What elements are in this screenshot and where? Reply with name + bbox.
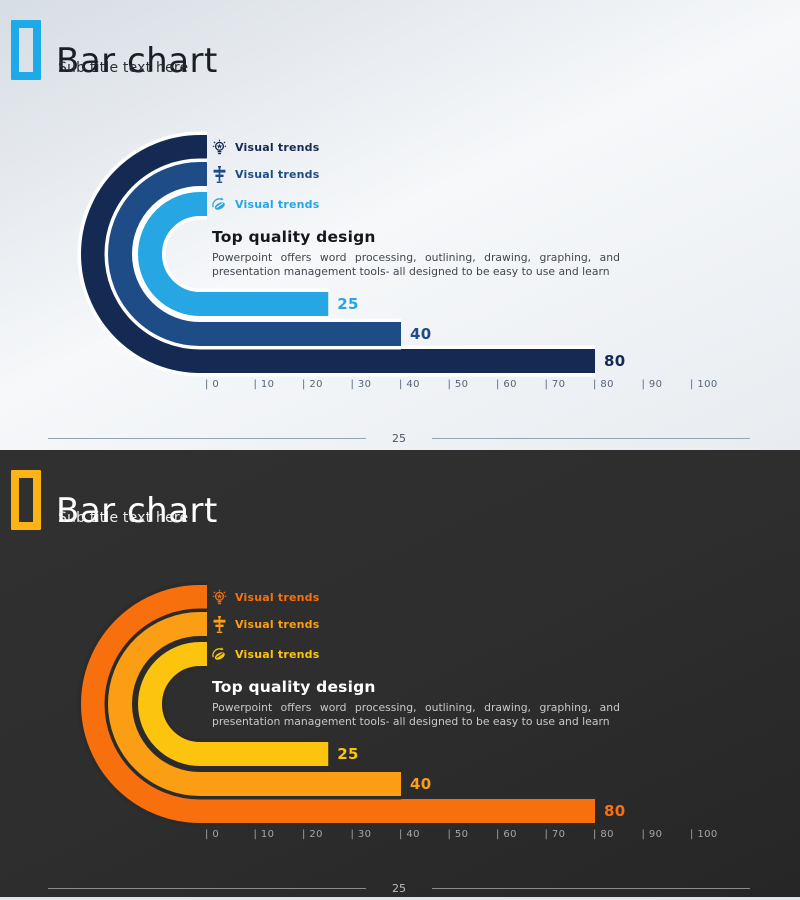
page-number: 25 bbox=[392, 431, 406, 445]
logo-mark bbox=[11, 20, 41, 80]
axis-tick: | 70 bbox=[544, 379, 566, 390]
legend-label: Visual trends bbox=[235, 140, 320, 154]
axis-tick: | 100 bbox=[690, 379, 718, 390]
axis-tick: | 90 bbox=[641, 829, 663, 840]
axis-tick: | 50 bbox=[447, 829, 469, 840]
next-slide-edge bbox=[0, 897, 800, 900]
curved-bar-chart bbox=[77, 581, 595, 827]
handshake-icon bbox=[212, 196, 225, 210]
content-heading: Top quality design bbox=[212, 228, 376, 246]
signpost-icon bbox=[213, 165, 226, 183]
text-block: Top quality design Powerpoint offers wor… bbox=[212, 678, 620, 728]
legend-label: Visual trends bbox=[235, 197, 320, 211]
bar-value-label: 40 bbox=[410, 325, 432, 343]
slide-footer: 25 bbox=[48, 431, 750, 445]
series-ring-bar bbox=[80, 135, 595, 373]
content-body: Powerpoint offers word processing, outli… bbox=[212, 701, 620, 728]
axis-tick: | 30 bbox=[350, 379, 372, 390]
series-ring-bar bbox=[107, 162, 401, 346]
slide-title: Bar chart bbox=[56, 40, 218, 81]
slide-dark: Bar chart Sub title text here Visual tre… bbox=[0, 450, 800, 900]
axis-tick: | 20 bbox=[302, 829, 323, 840]
bar-value-label: 80 bbox=[604, 352, 626, 370]
legend-label: Visual trends bbox=[235, 647, 320, 661]
page-number: 25 bbox=[392, 881, 406, 895]
legend-item: Visual trends bbox=[211, 138, 320, 156]
bar-value-label: 25 bbox=[337, 745, 359, 763]
content-heading: Top quality design bbox=[212, 678, 376, 696]
handshake-icon bbox=[212, 646, 225, 660]
legend-label: Visual trends bbox=[235, 590, 320, 604]
axis-tick: | 10 bbox=[253, 379, 275, 390]
bar-value-label: 80 bbox=[604, 802, 626, 820]
axis-tick: | 0 bbox=[205, 379, 220, 390]
slide-subtitle: Sub title text here bbox=[58, 510, 189, 526]
axis-tick: | 50 bbox=[447, 379, 469, 390]
series-ring-bar bbox=[107, 612, 401, 796]
axis-tick: | 10 bbox=[253, 829, 275, 840]
legend-item: Visual trends bbox=[211, 615, 320, 633]
series-ring-bar bbox=[137, 192, 329, 316]
axis-tick: | 30 bbox=[350, 829, 372, 840]
legend-item: Visual trends bbox=[211, 588, 320, 606]
legend-item: Visual trends bbox=[211, 165, 320, 183]
footer-line-left bbox=[48, 437, 366, 439]
logo-mark bbox=[11, 470, 41, 530]
axis-tick: | 90 bbox=[641, 379, 663, 390]
legend-label: Visual trends bbox=[235, 167, 320, 181]
series-ring-bar bbox=[137, 642, 329, 766]
signpost-icon bbox=[213, 615, 226, 633]
axis-tick: | 70 bbox=[544, 829, 566, 840]
axis-tick: | 100 bbox=[690, 829, 718, 840]
axis-tick: | 60 bbox=[496, 829, 517, 840]
footer-line-left bbox=[48, 887, 366, 889]
bar-value-label: 40 bbox=[410, 775, 432, 793]
axis-tick: | 40 bbox=[399, 829, 420, 840]
slide-light: Bar chart Sub title text here Visual tre… bbox=[0, 0, 800, 450]
axis-tick: | 80 bbox=[593, 829, 614, 840]
legend-label: Visual trends bbox=[235, 617, 320, 631]
footer-line-right bbox=[432, 437, 750, 439]
series-ring-bar bbox=[80, 585, 595, 823]
slide-footer: 25 bbox=[48, 881, 750, 895]
axis-tick: | 0 bbox=[205, 829, 220, 840]
lightbulb-icon bbox=[212, 139, 227, 154]
axis-tick: | 20 bbox=[302, 379, 323, 390]
content-body: Powerpoint offers word processing, outli… bbox=[212, 251, 620, 278]
axis-tick: | 40 bbox=[399, 379, 420, 390]
legend-item: Visual trends bbox=[211, 195, 320, 213]
text-block: Top quality design Powerpoint offers wor… bbox=[212, 228, 620, 278]
curved-bar-chart bbox=[77, 131, 595, 377]
lightbulb-icon bbox=[212, 589, 227, 604]
footer-line-right bbox=[432, 887, 750, 889]
slide-title: Bar chart bbox=[56, 490, 218, 531]
axis-tick: | 60 bbox=[496, 379, 517, 390]
axis-tick: | 80 bbox=[593, 379, 614, 390]
slide-subtitle: Sub title text here bbox=[58, 60, 189, 76]
bar-value-label: 25 bbox=[337, 295, 359, 313]
legend-item: Visual trends bbox=[211, 645, 320, 663]
